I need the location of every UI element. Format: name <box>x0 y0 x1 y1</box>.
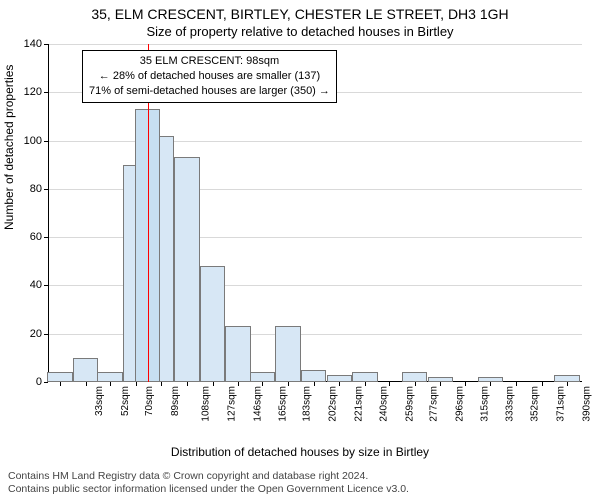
xtick-mark <box>86 382 87 386</box>
xtick-mark <box>238 382 239 386</box>
xtick-label: 89sqm <box>170 386 181 416</box>
xtick-mark <box>465 382 466 386</box>
ytick-mark <box>44 141 48 142</box>
xtick-mark <box>213 382 214 386</box>
xtick-label: 183sqm <box>302 386 313 422</box>
x-axis-label: Distribution of detached houses by size … <box>0 445 600 459</box>
ytick-label: 40 <box>2 279 42 291</box>
histogram-bar <box>301 370 326 382</box>
xtick-label: 202sqm <box>328 386 339 422</box>
ytick-label: 0 <box>2 376 42 388</box>
histogram-bar <box>97 372 122 382</box>
xtick-label: 165sqm <box>278 386 289 422</box>
ytick-label: 120 <box>2 86 42 98</box>
xtick-mark <box>365 382 366 386</box>
xtick-mark <box>440 382 441 386</box>
xtick-mark <box>187 382 188 386</box>
xtick-label: 277sqm <box>429 386 440 422</box>
histogram-bar <box>327 375 352 382</box>
histogram-bar <box>73 358 98 382</box>
xtick-label: 70sqm <box>144 386 155 416</box>
xtick-mark <box>542 382 543 386</box>
xtick-mark <box>262 382 263 386</box>
histogram-bar <box>200 266 225 382</box>
xtick-label: 108sqm <box>201 386 212 422</box>
xtick-mark <box>516 382 517 386</box>
callout-box: 35 ELM CRESCENT: 98sqm← 28% of detached … <box>82 50 337 103</box>
xtick-label: 333sqm <box>504 386 515 422</box>
xtick-label: 390sqm <box>581 386 592 422</box>
ytick-mark <box>44 92 48 93</box>
histogram-bar <box>174 157 199 382</box>
xtick-mark <box>567 382 568 386</box>
histogram-bar <box>352 372 377 382</box>
attribution-line: Contains HM Land Registry data © Crown c… <box>8 470 409 483</box>
ytick-mark <box>44 237 48 238</box>
xtick-label: 146sqm <box>252 386 263 422</box>
xtick-mark <box>389 382 390 386</box>
ytick-mark <box>44 382 48 383</box>
histogram-bar <box>47 372 72 382</box>
ytick-label: 140 <box>2 38 42 50</box>
histogram-bar <box>275 326 300 382</box>
histogram-bar <box>250 372 275 382</box>
xtick-label: 315sqm <box>480 386 491 422</box>
chart-title-sub: Size of property relative to detached ho… <box>0 24 600 39</box>
xtick-label: 221sqm <box>353 386 364 422</box>
chart-title-main: 35, ELM CRESCENT, BIRTLEY, CHESTER LE ST… <box>0 6 600 22</box>
ytick-label: 80 <box>2 183 42 195</box>
xtick-mark <box>339 382 340 386</box>
xtick-mark <box>415 382 416 386</box>
xtick-mark <box>314 382 315 386</box>
xtick-mark <box>288 382 289 386</box>
callout-line: 35 ELM CRESCENT: 98sqm <box>89 54 330 69</box>
xtick-label: 127sqm <box>226 386 237 422</box>
xtick-label: 240sqm <box>379 386 390 422</box>
y-axis-line <box>48 44 49 382</box>
ytick-mark <box>44 44 48 45</box>
xtick-label: 296sqm <box>454 386 465 422</box>
attribution-line: Contains public sector information licen… <box>8 483 409 496</box>
callout-line: 71% of semi-detached houses are larger (… <box>89 84 330 99</box>
ytick-label: 60 <box>2 231 42 243</box>
histogram-bar <box>554 375 579 382</box>
xtick-mark <box>490 382 491 386</box>
xtick-label: 52sqm <box>120 386 131 416</box>
chart-container: 35, ELM CRESCENT, BIRTLEY, CHESTER LE ST… <box>0 0 600 500</box>
xtick-mark <box>110 382 111 386</box>
ytick-mark <box>44 334 48 335</box>
xtick-label: 371sqm <box>556 386 567 422</box>
histogram-bar <box>402 372 427 382</box>
histogram-bar <box>225 326 250 382</box>
ytick-mark <box>44 285 48 286</box>
xtick-label: 33sqm <box>94 386 105 416</box>
grid-line <box>48 44 582 45</box>
xtick-mark <box>60 382 61 386</box>
plot-area: 02040608010012014033sqm52sqm70sqm89sqm10… <box>48 44 582 382</box>
ytick-label: 100 <box>2 135 42 147</box>
grid-line <box>48 141 582 142</box>
ytick-label: 20 <box>2 328 42 340</box>
xtick-mark <box>136 382 137 386</box>
xtick-label: 259sqm <box>404 386 415 422</box>
xtick-label: 352sqm <box>530 386 541 422</box>
ytick-mark <box>44 189 48 190</box>
callout-line: ← 28% of detached houses are smaller (13… <box>89 69 330 84</box>
xtick-mark <box>161 382 162 386</box>
attribution-text: Contains HM Land Registry data © Crown c… <box>8 470 409 496</box>
